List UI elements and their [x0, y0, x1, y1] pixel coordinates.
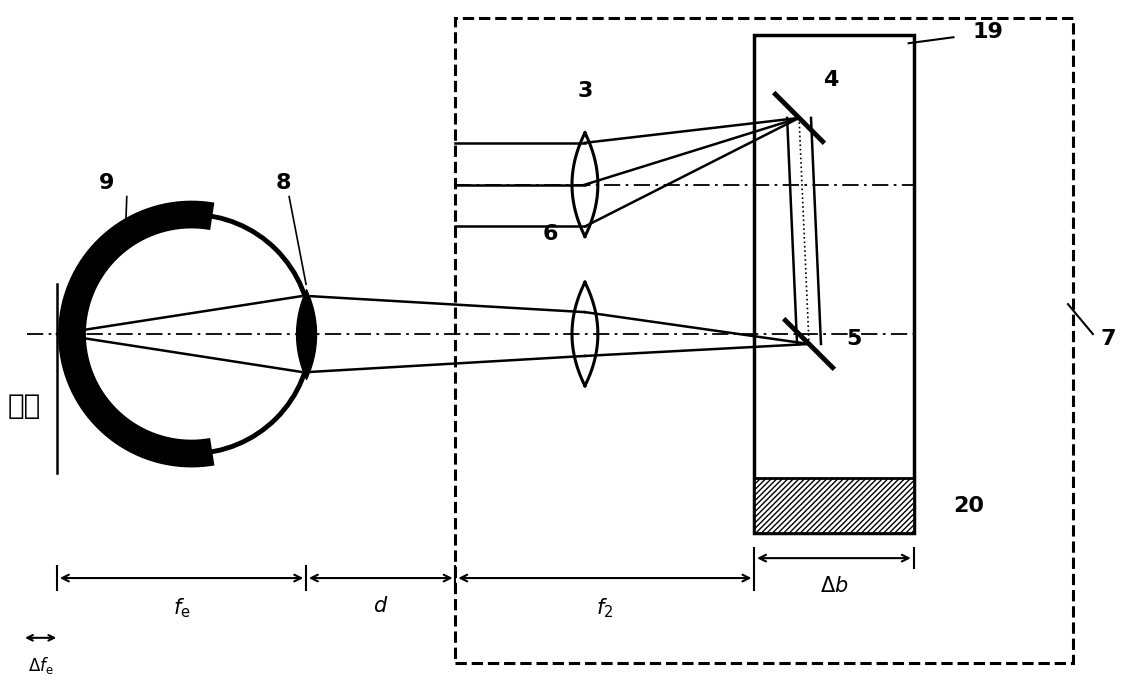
Text: $f_\mathrm{e}$: $f_\mathrm{e}$	[172, 596, 191, 619]
Text: 6: 6	[542, 225, 558, 245]
Text: $\Delta f_\mathrm{e}$: $\Delta f_\mathrm{e}$	[27, 655, 53, 676]
Text: 4: 4	[823, 70, 839, 90]
Text: 20: 20	[954, 496, 984, 516]
Text: 焦面: 焦面	[7, 392, 41, 420]
Text: $\Delta b$: $\Delta b$	[820, 576, 848, 596]
Polygon shape	[754, 478, 914, 533]
Text: 19: 19	[973, 22, 1004, 42]
Text: 8: 8	[276, 173, 291, 193]
Text: $f_2$: $f_2$	[596, 596, 613, 619]
Text: 5: 5	[846, 329, 862, 349]
Text: 9: 9	[99, 173, 115, 193]
Text: 7: 7	[1100, 329, 1116, 349]
Text: 3: 3	[577, 81, 593, 101]
Text: $d$: $d$	[373, 596, 389, 616]
